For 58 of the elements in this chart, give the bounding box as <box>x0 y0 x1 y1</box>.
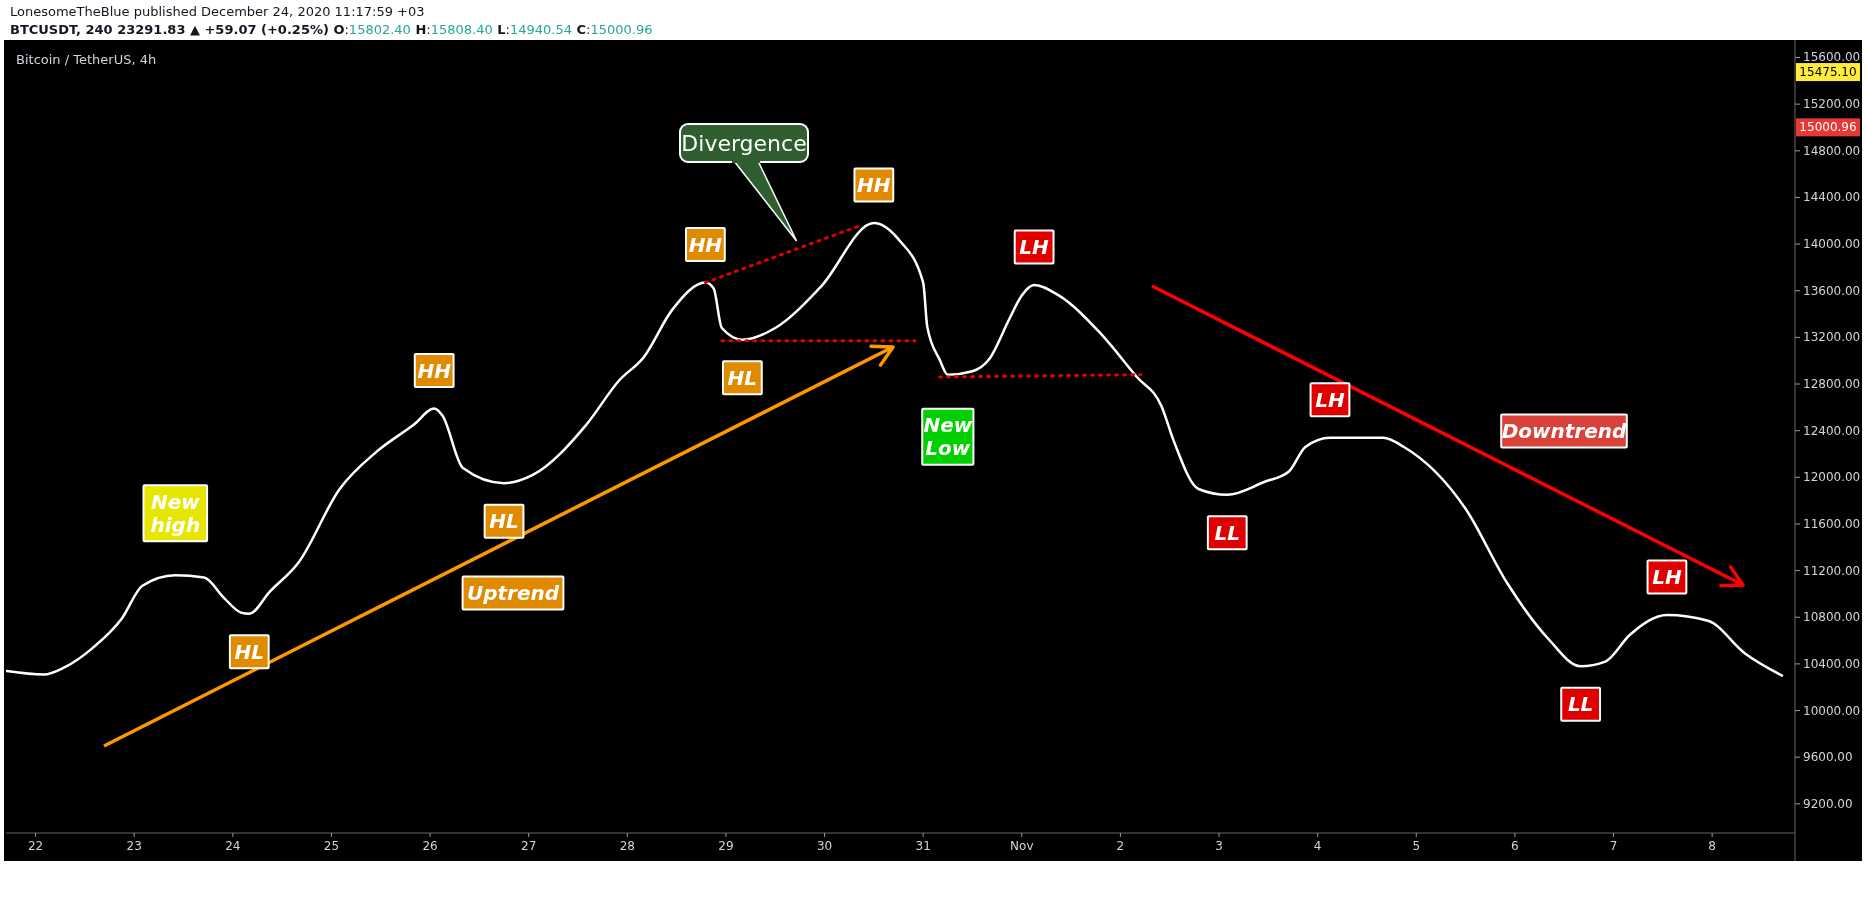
text: Bitcoin / TetherUS, 4h <box>16 52 157 67</box>
y-tick-label: 13200.00 <box>1803 330 1861 345</box>
annotation: LH <box>1652 564 1682 589</box>
x-tick-label: 30 <box>816 839 833 853</box>
annotation: Downtrend <box>1501 419 1627 443</box>
x-tick-label: 3 <box>1215 839 1223 853</box>
annotation: HL <box>489 509 519 534</box>
x-tick-label: 29 <box>718 839 734 853</box>
x-tick-label: 26 <box>422 839 438 853</box>
x-tick-label: 28 <box>619 839 635 853</box>
y-tick-label: 12000.00 <box>1803 470 1861 485</box>
annotation: HL <box>234 639 265 664</box>
annotation: HH <box>857 173 891 198</box>
x-tick-label: 2 <box>1116 839 1125 853</box>
y-tick-label: 10800.00 <box>1803 610 1861 625</box>
y-tick-label: 11600.00 <box>1803 516 1861 531</box>
annotation: Divergence <box>681 130 807 156</box>
x-tick-label: 23 <box>126 839 142 853</box>
x-tick-label: 8 <box>1708 839 1716 853</box>
y-tick-label: 13600.00 <box>1803 283 1861 298</box>
annotation: LL <box>1214 520 1240 545</box>
text: 15000.96 <box>1799 120 1857 135</box>
x-tick-label: 5 <box>1412 839 1421 853</box>
y-tick-label: 12800.00 <box>1803 377 1861 392</box>
x-tick-label: Nov <box>1010 839 1034 853</box>
text: 15000.96 <box>590 22 653 37</box>
annotation: New Low <box>923 413 973 461</box>
annotation: HH <box>688 232 723 257</box>
y-tick-label: 15200.00 <box>1803 97 1861 112</box>
annotation: HL <box>727 365 758 390</box>
x-tick-label: 25 <box>323 839 340 853</box>
y-tick-label: 9600.00 <box>1803 750 1853 765</box>
line-series <box>6 221 1784 677</box>
y-tick-label: 12400.00 <box>1803 423 1861 438</box>
y-tick-label: 10400.00 <box>1803 656 1861 671</box>
x-tick-label: 31 <box>915 839 931 853</box>
x-tick-label: 6 <box>1511 839 1519 853</box>
chart-subtitle: LonesomeTheBlue published December 24, 2020 11:17:59 +03 <box>10 4 425 19</box>
y-tick-label: 9200.00 <box>1803 796 1853 811</box>
annotation: New high <box>150 489 201 537</box>
x-tick-label: 27 <box>521 839 537 853</box>
y-tick-label: 15600.00 <box>1803 50 1861 65</box>
x-tick-label: 7 <box>1609 839 1618 853</box>
x-tick-label: 4 <box>1313 839 1322 853</box>
x-tick-label: 24 <box>225 839 241 853</box>
x-tick-label: 22 <box>27 839 44 853</box>
text: BTCUSDT, 240 23291.83 ▲ +59.07 (+0.25%) O:15802.40 H:15808.40 L:14940.54 C: <box>10 22 591 37</box>
annotation: LL <box>1567 692 1594 717</box>
y-tick-label: 14400.00 <box>1803 190 1861 205</box>
annotation: LH <box>1019 234 1050 259</box>
annotation: LH <box>1315 387 1345 412</box>
text: 15475.10 <box>1799 65 1857 80</box>
annotation: Uptrend <box>466 581 560 605</box>
y-tick-label: 10000.00 <box>1803 703 1861 718</box>
annotation: HH <box>417 358 452 383</box>
y-tick-label: 11200.00 <box>1803 563 1861 578</box>
y-tick-label: 14000.00 <box>1803 237 1861 252</box>
y-tick-label: 14800.00 <box>1803 143 1861 158</box>
